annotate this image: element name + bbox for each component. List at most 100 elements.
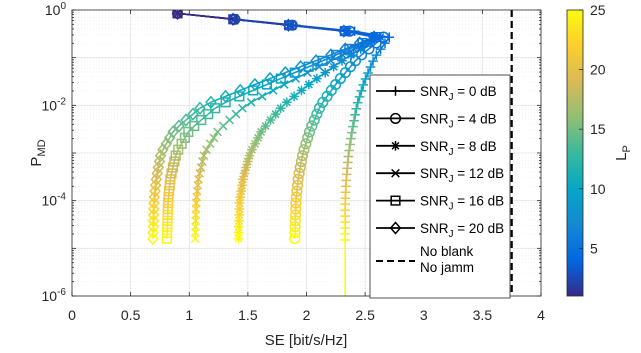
series-segment <box>200 113 209 121</box>
data-point <box>165 174 176 185</box>
colorbar-gradient <box>566 9 584 297</box>
data-point <box>153 154 166 169</box>
x-tick-label: 2 <box>303 307 311 323</box>
data-point <box>162 203 173 215</box>
data-point <box>233 227 244 238</box>
data-point <box>289 215 301 227</box>
legend-entry: SNRJ = 0 dB <box>420 84 497 103</box>
series-segment <box>288 24 344 32</box>
data-point <box>243 156 253 167</box>
data-point <box>317 55 328 66</box>
colorbar-label: LP <box>613 145 633 161</box>
data-point <box>167 125 179 139</box>
data-point <box>302 132 314 144</box>
data-point <box>149 184 161 198</box>
data-point <box>234 198 245 208</box>
data-point <box>236 186 246 196</box>
y-tick-label: 10-6 <box>42 287 67 304</box>
data-point <box>310 54 322 68</box>
data-point <box>308 114 320 126</box>
legend-entry: No jamm <box>420 260 474 275</box>
series-segment <box>214 101 227 109</box>
series-segment <box>315 54 332 62</box>
data-point <box>147 214 160 228</box>
data-point <box>164 186 175 197</box>
series-segment <box>300 60 317 68</box>
data-point <box>296 85 307 96</box>
data-point <box>170 150 181 161</box>
series-segment <box>285 65 301 74</box>
data-point <box>234 210 245 220</box>
series-segment <box>225 95 240 104</box>
data-point <box>183 126 194 137</box>
data-point <box>303 126 316 138</box>
data-point <box>328 61 339 72</box>
series-segment <box>193 119 202 127</box>
series-segment <box>344 66 352 74</box>
data-point <box>264 71 276 86</box>
data-point <box>157 143 169 157</box>
data-point <box>234 216 244 226</box>
series-segment <box>348 42 363 50</box>
series-segment <box>210 95 226 104</box>
data-point <box>189 120 200 132</box>
data-point <box>282 18 295 32</box>
colorbar-tick-label: 5 <box>590 240 598 256</box>
data-point <box>296 150 309 162</box>
data-point <box>213 127 222 137</box>
y-tick-label: 100 <box>45 1 67 18</box>
data-point <box>173 119 185 133</box>
data-point <box>209 133 219 143</box>
series-segment <box>225 89 241 98</box>
data-point <box>154 148 167 163</box>
y-tick-label: 10-2 <box>42 96 67 113</box>
data-point <box>196 114 207 126</box>
data-point <box>290 191 302 203</box>
data-point <box>253 133 263 143</box>
data-point <box>235 192 246 202</box>
data-point <box>219 89 232 104</box>
data-point <box>298 144 310 156</box>
x-tick-label: 4 <box>537 307 545 323</box>
data-point <box>161 233 173 244</box>
series-segment <box>232 18 289 27</box>
x-tick-label: 1 <box>185 307 193 323</box>
data-point <box>389 112 402 124</box>
data-point <box>173 144 184 155</box>
data-point <box>162 221 173 232</box>
data-point <box>303 61 314 72</box>
data-point <box>291 185 303 197</box>
data-point <box>166 168 177 179</box>
data-point <box>152 160 165 175</box>
data-point <box>180 113 192 127</box>
data-point <box>270 109 281 119</box>
data-point <box>148 196 160 210</box>
data-point <box>350 109 360 120</box>
colorbar: LP 5 10 15 20 25 <box>566 2 633 297</box>
data-point <box>148 190 161 204</box>
data-point <box>279 80 289 89</box>
data-point <box>289 91 299 102</box>
data-point <box>190 234 200 243</box>
legend-entry: SNRJ = 12 dB <box>420 166 504 185</box>
data-point <box>290 197 302 209</box>
data-point <box>340 235 350 245</box>
data-point <box>162 215 173 226</box>
data-point <box>358 80 369 90</box>
colorbar-tick-label: 15 <box>590 121 606 137</box>
data-point <box>360 74 371 84</box>
series-segment <box>326 89 332 97</box>
series-segment <box>159 149 164 156</box>
data-point <box>294 60 307 74</box>
data-point <box>148 202 160 216</box>
data-point <box>169 156 180 167</box>
data-point <box>300 138 312 150</box>
legend-entry: SNRJ = 16 dB <box>420 194 504 213</box>
data-point <box>294 161 306 174</box>
data-point <box>234 221 244 232</box>
data-point <box>346 133 356 144</box>
data-point <box>325 48 337 62</box>
data-point <box>265 115 276 125</box>
x-tick-label: 3 <box>420 307 428 323</box>
data-point <box>351 103 362 114</box>
